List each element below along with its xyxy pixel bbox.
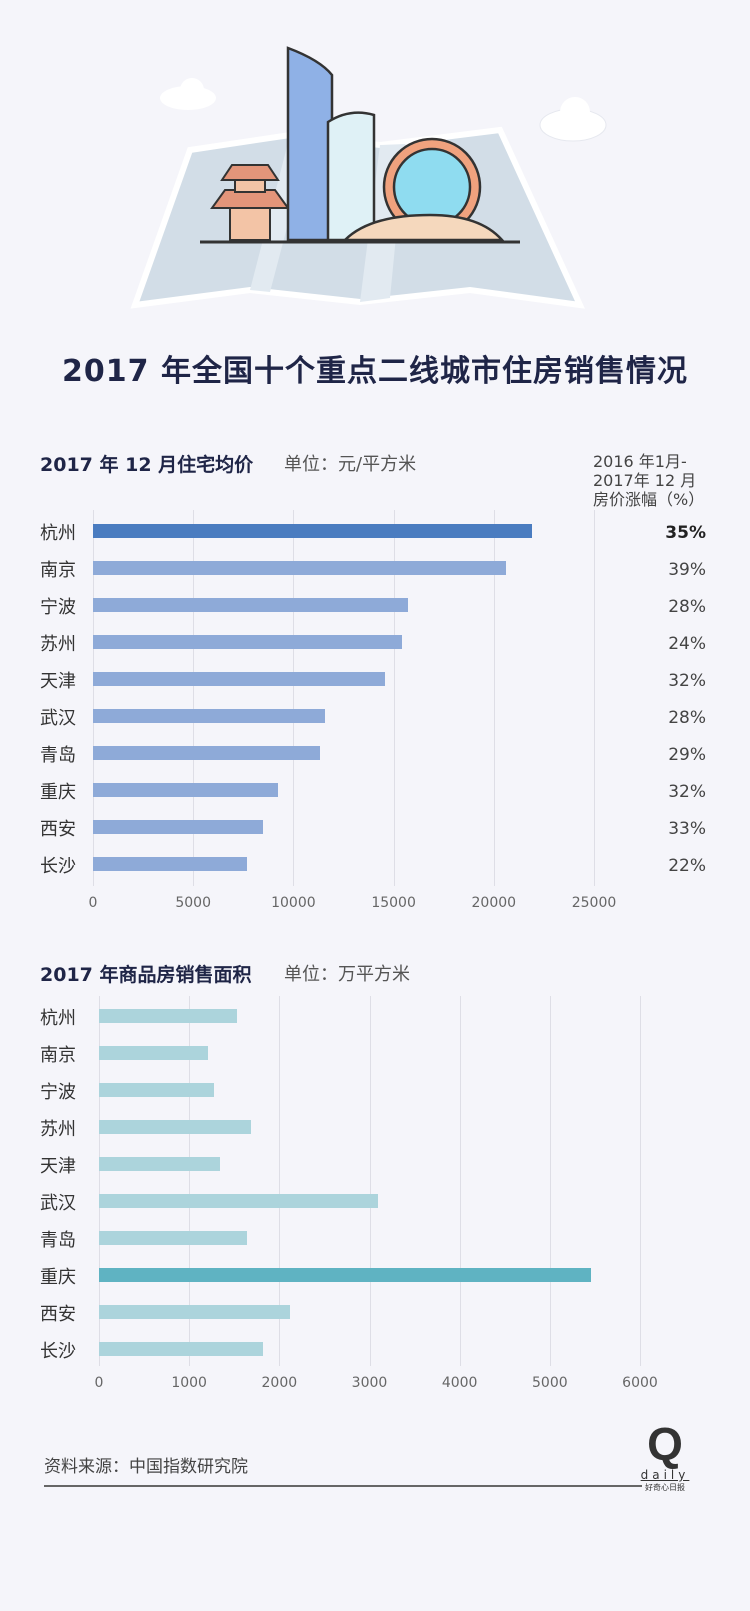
category-label: 武汉	[40, 1193, 76, 1214]
growth-value: 29%	[668, 745, 706, 765]
category-label: 重庆	[40, 1267, 76, 1288]
bar	[99, 1305, 291, 1319]
bar	[99, 1268, 592, 1282]
x-tick-label: 3000	[351, 1375, 388, 1391]
x-tick-label: 4000	[441, 1375, 478, 1391]
logo-word: daily	[640, 1468, 690, 1482]
growth-value: 32%	[668, 671, 706, 691]
category-label: 西安	[40, 1304, 76, 1325]
chart1-unit: 单位：元/平方米	[284, 454, 417, 475]
city-skyline-illustration	[130, 46, 607, 309]
growth-value: 28%	[668, 597, 706, 617]
category-label: 苏州	[40, 634, 76, 655]
x-tick-label: 15000	[371, 895, 416, 911]
growth-header-3: 房价涨幅（%）	[593, 490, 705, 509]
growth-value: 24%	[668, 634, 706, 654]
bar	[93, 783, 279, 797]
growth-value: 28%	[668, 708, 706, 728]
gridline	[549, 996, 551, 1366]
growth-value: 32%	[668, 782, 706, 802]
x-tick-label: 20000	[471, 895, 517, 911]
category-label: 重庆	[40, 782, 76, 803]
logo-cn: 好奇心日报	[645, 1483, 685, 1492]
x-tick-label: 25000	[571, 895, 617, 911]
category-label: 天津	[40, 671, 76, 692]
chart1-title: 2017 年 12 月住宅均价	[40, 454, 254, 476]
growth-value: 33%	[668, 819, 706, 839]
bar	[99, 1046, 209, 1060]
x-tick-label: 0	[88, 895, 98, 911]
qdaily-logo: Q daily 好奇心日报	[640, 1420, 690, 1493]
x-tick-label: 6000	[622, 1375, 658, 1391]
gridline	[99, 996, 100, 1366]
bar	[93, 635, 402, 649]
growth-value: 22%	[668, 856, 706, 876]
bar	[93, 857, 248, 871]
chart2-title: 2017 年商品房销售面积	[40, 964, 252, 986]
category-label: 南京	[40, 1045, 76, 1066]
category-label: 杭州	[40, 523, 76, 544]
gridline	[193, 510, 195, 886]
gridline	[640, 996, 641, 1366]
x-tick-label: 10000	[271, 895, 316, 911]
chart2-unit: 单位：万平方米	[284, 964, 410, 985]
logo-letter: Q	[647, 1418, 683, 1470]
category-label: 南京	[40, 560, 76, 581]
gridline	[594, 510, 595, 886]
gridline	[369, 996, 371, 1366]
category-label: 青岛	[40, 1230, 76, 1251]
cloud-icon	[539, 97, 607, 142]
category-label: 长沙	[40, 1341, 76, 1362]
gridline	[189, 996, 191, 1366]
bar	[93, 561, 506, 575]
bar	[93, 672, 385, 686]
bar	[99, 1342, 264, 1356]
category-label: 西安	[40, 819, 76, 840]
x-tick-label: 2000	[261, 1375, 298, 1391]
pagoda-icon	[210, 164, 290, 241]
x-tick-label: 5000	[175, 895, 211, 911]
category-label: 天津	[40, 1156, 76, 1177]
gridline	[393, 510, 395, 886]
x-tick-label: 1000	[171, 1375, 207, 1391]
gridline	[279, 996, 281, 1366]
gridline	[493, 510, 495, 886]
category-label: 长沙	[40, 856, 76, 877]
bar	[99, 1157, 220, 1171]
category-label: 苏州	[40, 1119, 76, 1140]
source-note: 资料来源：中国指数研究院	[44, 1457, 248, 1477]
x-tick-label: 5000	[532, 1375, 568, 1391]
category-label: 青岛	[40, 745, 76, 766]
growth-value: 39%	[668, 560, 706, 580]
bar	[99, 1120, 252, 1134]
category-label: 宁波	[40, 597, 76, 618]
gridline	[93, 510, 94, 886]
bar	[99, 1009, 237, 1023]
growth-header-1: 2016 年1月-	[593, 452, 687, 471]
category-label: 宁波	[40, 1082, 76, 1103]
page-title: 2017 年全国十个重点二线城市住房销售情况	[62, 354, 688, 389]
cloud-icon	[160, 78, 216, 110]
footer-divider	[44, 1485, 642, 1487]
category-label: 杭州	[40, 1008, 76, 1029]
category-label: 武汉	[40, 708, 76, 729]
bar	[93, 820, 263, 834]
bar	[99, 1083, 215, 1097]
bar	[93, 524, 532, 538]
growth-value: 35%	[665, 523, 706, 543]
gridline	[459, 996, 461, 1366]
growth-header-2: 2017年 12 月	[593, 471, 697, 490]
tower-icon	[286, 46, 505, 242]
bar	[93, 746, 321, 760]
gridline	[293, 510, 295, 886]
bar	[93, 598, 408, 612]
bar	[93, 709, 326, 723]
x-tick-label: 0	[94, 1375, 104, 1391]
bar	[99, 1231, 247, 1245]
bar	[99, 1194, 378, 1208]
